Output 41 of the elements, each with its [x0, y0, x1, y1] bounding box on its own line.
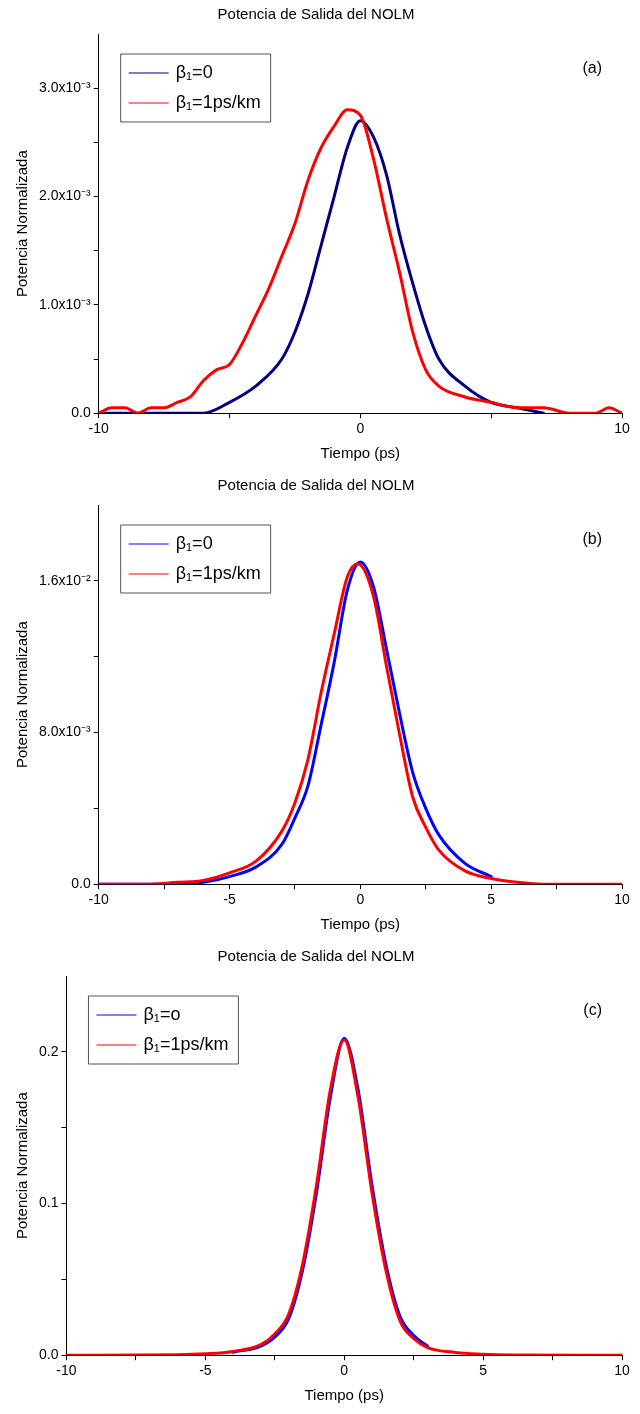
y-tick-label: 2.0x10⁻³	[38, 187, 92, 204]
legend-label: β₁=0	[175, 61, 213, 82]
x-tick-label: 0	[356, 891, 365, 908]
annotation: (c)	[583, 1001, 602, 1019]
legend-label: β₁=o	[143, 1003, 181, 1024]
y-tick-label: 0.0	[71, 404, 91, 421]
x-axis-title: Tiempo (ps)	[320, 915, 401, 933]
x-axis-title: Tiempo (ps)	[320, 444, 401, 462]
x-tick-label: 10	[614, 1362, 630, 1379]
y-tick-label: 0.1	[38, 1194, 59, 1211]
x-axis-title: Tiempo (ps)	[304, 1386, 384, 1404]
annotation: (a)	[582, 59, 602, 77]
x-tick-label: -10	[56, 1362, 77, 1379]
legend-label: β₁=1ps/km	[175, 562, 261, 583]
y-axis-title: Potencia Normalizada	[13, 149, 31, 297]
x-tick-label: 5	[479, 1362, 488, 1379]
chart-title: Potencia de Salida del NOLM	[217, 947, 415, 965]
y-tick-label: 0.0	[38, 1346, 59, 1363]
annotation: (b)	[582, 530, 602, 548]
legend-label: β₁=0	[175, 532, 213, 553]
y-axis-title: Potencia Normalizada	[13, 1091, 31, 1239]
y-tick-label: 1.0x10⁻³	[38, 295, 92, 312]
y-axis-title: Potencia Normalizada	[13, 620, 31, 768]
x-tick-label: 0	[356, 420, 365, 437]
x-tick-label: 5	[487, 891, 496, 908]
legend-label: β₁=1ps/km	[175, 91, 261, 112]
x-tick-label: -10	[88, 891, 110, 908]
x-tick-label: 10	[614, 891, 630, 908]
x-tick-label: -5	[223, 891, 236, 908]
x-tick-label: 10	[614, 420, 630, 437]
y-tick-label: 8.0x10⁻³	[38, 723, 92, 740]
x-tick-label: -10	[88, 420, 110, 437]
y-tick-label: 0.2	[38, 1042, 59, 1059]
x-tick-label: -5	[199, 1362, 212, 1379]
x-tick-label: 0	[340, 1362, 349, 1379]
chart-title: Potencia de Salida del NOLM	[217, 5, 415, 23]
y-tick-label: 0.0	[71, 875, 91, 892]
y-tick-label: 3.0x10⁻³	[38, 79, 92, 96]
chart-title: Potencia de Salida del NOLM	[217, 476, 415, 494]
legend-label: β₁=1ps/km	[143, 1033, 229, 1054]
y-tick-label: 1.6x10⁻²	[38, 571, 92, 588]
